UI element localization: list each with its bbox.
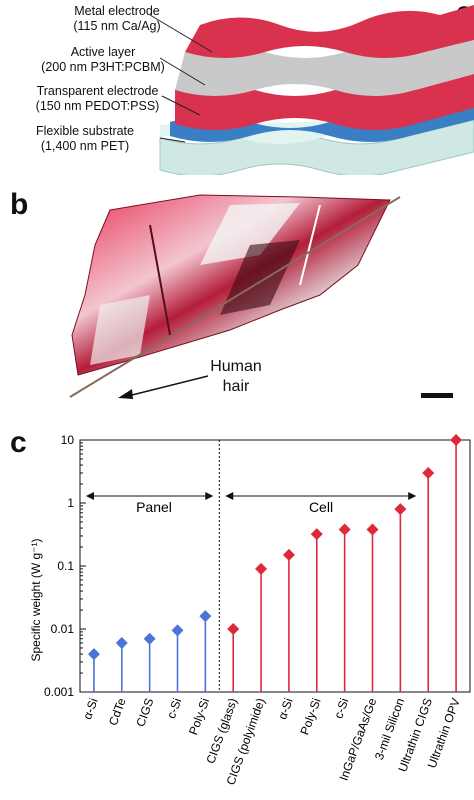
- point-cell-10: [366, 523, 379, 536]
- x-tick-label: c-Si: [331, 696, 351, 720]
- foil-crease-2: [299, 204, 321, 286]
- layer-label-active: Active layer (200 nm P3HT:PCBM): [18, 45, 188, 75]
- pedot-layer: [170, 106, 474, 142]
- point-cell-7: [282, 548, 295, 561]
- leader-active: [159, 57, 206, 86]
- point-cell-9: [338, 523, 351, 536]
- hair-label: Human hair: [206, 357, 266, 397]
- hair-label-line2: hair: [222, 378, 250, 395]
- point-panel-4: [199, 610, 212, 623]
- point-cell-11: [394, 503, 407, 516]
- y-axis-label: Specific weight (W g⁻¹): [29, 538, 43, 661]
- layer-name: Metal electrode: [74, 4, 160, 18]
- hair-arrow-shaft: [127, 375, 209, 397]
- layer-label-pet: Flexible substrate (1,400 nm PET): [10, 124, 160, 154]
- point-cell-8: [310, 528, 323, 541]
- foil-shadow: [220, 240, 300, 315]
- layer-name: Transparent electrode: [36, 84, 159, 98]
- layer-label-metal: Metal electrode (115 nm Ca/Ag): [32, 4, 202, 34]
- chart-marks: [87, 434, 463, 692]
- point-panel-0: [87, 648, 100, 661]
- layer-detail: (200 nm P3HT:PCBM): [41, 60, 165, 74]
- panel-region-label: Panel: [136, 499, 172, 515]
- point-cell-13: [450, 434, 463, 446]
- hair-label-line1: Human: [210, 358, 262, 375]
- human-hair-strand: [69, 196, 401, 398]
- foil-crease: [149, 224, 171, 336]
- y-tick-label: 0.01: [51, 622, 75, 636]
- panel-b-letter: b: [10, 188, 29, 221]
- cell-region-label: Cell: [309, 499, 333, 515]
- x-tick-label: α-Si: [275, 696, 296, 721]
- x-tick-label: Poly-Si: [297, 696, 323, 737]
- y-tick-label: 0.1: [57, 559, 74, 573]
- foil-highlight: [200, 203, 300, 265]
- device-stack-illustration: [149, 5, 474, 175]
- leader-pedot: [161, 95, 201, 116]
- point-panel-1: [115, 636, 128, 649]
- layer-label-pedot: Transparent electrode (150 nm PEDOT:PSS): [10, 84, 185, 114]
- point-cell-5: [227, 623, 240, 635]
- x-tick-label: c-Si: [164, 696, 184, 720]
- layer-name: Flexible substrate: [36, 124, 134, 138]
- layer-detail: (150 nm PEDOT:PSS): [35, 99, 160, 113]
- crumpled-solar-cell-photo: [69, 194, 453, 399]
- layer-detail: (115 nm Ca/Ag): [73, 19, 161, 33]
- leader-metal: [149, 14, 213, 53]
- point-cell-12: [422, 466, 435, 479]
- point-panel-3: [171, 624, 184, 637]
- panel-range-arrow-head-left: [86, 492, 94, 500]
- scale-bar: [421, 393, 453, 398]
- cell-range-arrow-head-right: [408, 492, 417, 500]
- layer-name: Active layer: [70, 45, 136, 59]
- x-tick-label: α-Si: [80, 696, 101, 721]
- x-tick-label: CdTe: [106, 696, 129, 727]
- y-tick-label: 10: [61, 433, 75, 447]
- plot-frame: [79, 439, 471, 693]
- x-tick-label: CIGS: [133, 696, 156, 728]
- layer-detail: (1,400 nm PET): [40, 139, 130, 153]
- x-tick-label: Poly-Si: [186, 696, 212, 737]
- hair-arrow-head: [118, 389, 133, 399]
- panel-range-arrow-head-right: [205, 492, 214, 500]
- leader-pet: [159, 137, 186, 143]
- cell-range-arrow-head-left: [225, 492, 234, 500]
- foil-highlight-2: [90, 295, 150, 365]
- panel-c-letter: c: [10, 426, 27, 459]
- point-cell-6: [255, 562, 268, 575]
- y-tick-label: 1: [67, 496, 74, 510]
- point-panel-2: [143, 632, 156, 645]
- top-active-surface: [185, 5, 474, 58]
- y-tick-label: 0.001: [44, 685, 74, 699]
